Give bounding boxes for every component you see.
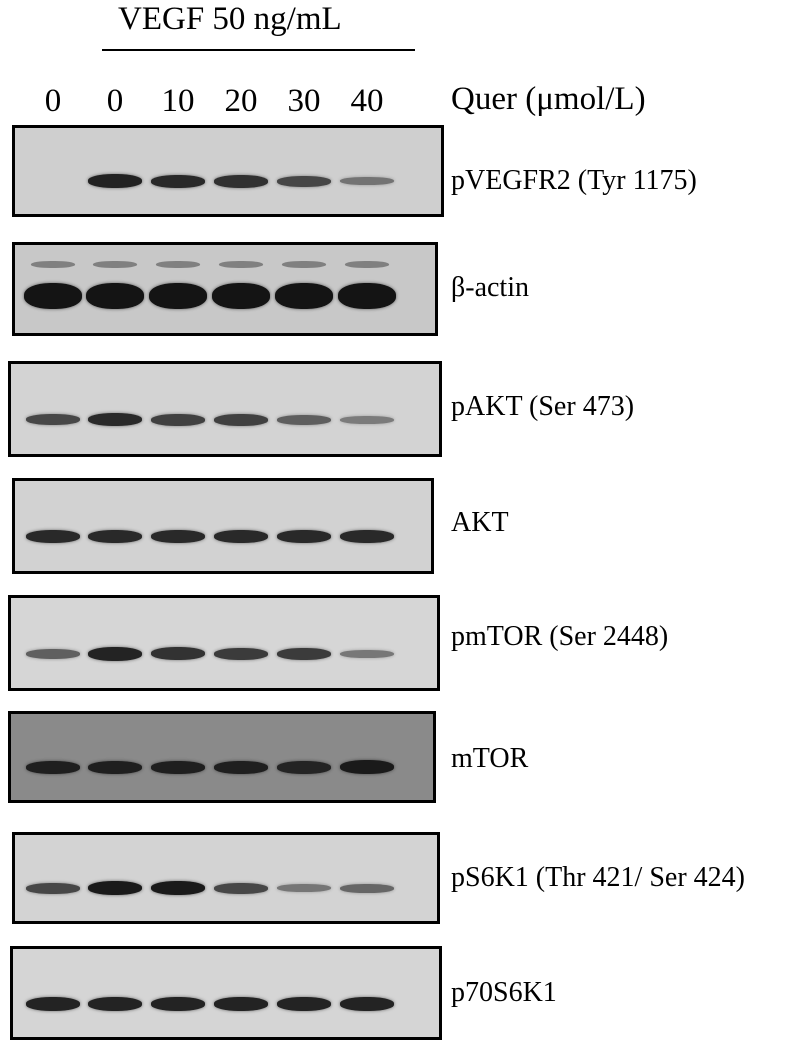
- band-lane-4: [214, 647, 268, 660]
- lane-label-3: 10: [161, 83, 195, 119]
- band-lane-5: [277, 414, 331, 425]
- lane-label-6: 40: [350, 83, 384, 119]
- band-lane-4: [214, 530, 268, 544]
- band-lane-4: [214, 174, 268, 188]
- band-lane-4: [212, 283, 270, 310]
- band-lane-6: [340, 415, 394, 424]
- faint-band-lane-1: [31, 260, 75, 268]
- band-lane-6: [338, 283, 396, 310]
- lane-label-2: 0: [106, 83, 124, 119]
- band-lane-3: [151, 881, 205, 896]
- band-lane-3: [149, 283, 207, 310]
- band-lane-2: [88, 530, 142, 544]
- faint-band-lane-3: [156, 260, 200, 268]
- treatment-bracket-line: [102, 49, 415, 51]
- band-lane-1: [26, 414, 80, 426]
- band-lane-2: [88, 881, 142, 896]
- band-lane-3: [151, 996, 205, 1011]
- blot-pvegfr2: [12, 125, 444, 217]
- blot-beta-actin: [12, 242, 438, 336]
- treatment-label: VEGF 50 ng/mL: [118, 1, 342, 37]
- blot-label-p70s6k1: p70S6K1: [451, 977, 557, 1008]
- lane-label-1: 0: [44, 83, 62, 119]
- blot-label-mtor: mTOR: [451, 743, 529, 774]
- faint-band-lane-5: [282, 260, 326, 268]
- blot-label-ps6k1: pS6K1 (Thr 421/ Ser 424): [451, 862, 745, 893]
- band-lane-6: [340, 177, 394, 186]
- band-lane-6: [340, 760, 394, 775]
- band-lane-1: [26, 996, 80, 1011]
- blot-label-beta-actin: β-actin: [451, 272, 529, 303]
- band-lane-1: [26, 760, 80, 774]
- band-lane-5: [277, 647, 331, 660]
- blot-label-pmtor: pmTOR (Ser 2448): [451, 621, 669, 652]
- blot-pakt: [8, 361, 442, 457]
- band-lane-4: [214, 760, 268, 774]
- band-lane-5: [277, 884, 331, 893]
- band-lane-2: [88, 996, 142, 1011]
- band-lane-4: [214, 882, 268, 894]
- band-lane-5: [277, 530, 331, 544]
- band-lane-3: [151, 647, 205, 661]
- band-lane-6: [340, 649, 394, 658]
- band-lane-3: [151, 413, 205, 426]
- band-lane-2: [88, 646, 142, 661]
- band-lane-6: [340, 883, 394, 893]
- band-lane-3: [151, 530, 205, 544]
- band-lane-1: [26, 530, 80, 544]
- band-lane-1: [26, 882, 80, 894]
- band-lane-5: [277, 175, 331, 187]
- band-lane-1: [26, 648, 80, 659]
- band-lane-5: [275, 283, 333, 310]
- blot-label-pvegfr2: pVEGFR2 (Tyr 1175): [451, 165, 697, 196]
- band-lane-3: [151, 174, 205, 188]
- band-lane-3: [151, 760, 205, 774]
- band-lane-2: [86, 283, 144, 310]
- blot-akt: [12, 478, 434, 574]
- blot-label-pakt: pAKT (Ser 473): [451, 391, 635, 422]
- blot-mtor: [8, 711, 436, 803]
- blot-label-akt: AKT: [451, 507, 509, 538]
- band-lane-2: [88, 413, 142, 427]
- faint-band-lane-2: [93, 260, 137, 268]
- blot-pmtor: [8, 595, 440, 691]
- lane-label-4: 20: [224, 83, 258, 119]
- band-lane-1: [24, 283, 82, 310]
- band-lane-6: [340, 530, 394, 544]
- blot-p70s6k1: [10, 946, 442, 1040]
- band-lane-4: [214, 413, 268, 426]
- faint-band-lane-4: [219, 260, 263, 268]
- faint-band-lane-6: [345, 260, 389, 268]
- blot-ps6k1: [12, 832, 440, 924]
- band-lane-6: [340, 996, 394, 1011]
- band-lane-5: [277, 996, 331, 1011]
- band-lane-2: [88, 174, 142, 189]
- band-lane-5: [277, 760, 331, 774]
- band-lane-2: [88, 760, 142, 774]
- band-lane-4: [214, 996, 268, 1011]
- lane-label-5: 30: [287, 83, 321, 119]
- unit-label: Quer (μmol/L): [451, 81, 646, 117]
